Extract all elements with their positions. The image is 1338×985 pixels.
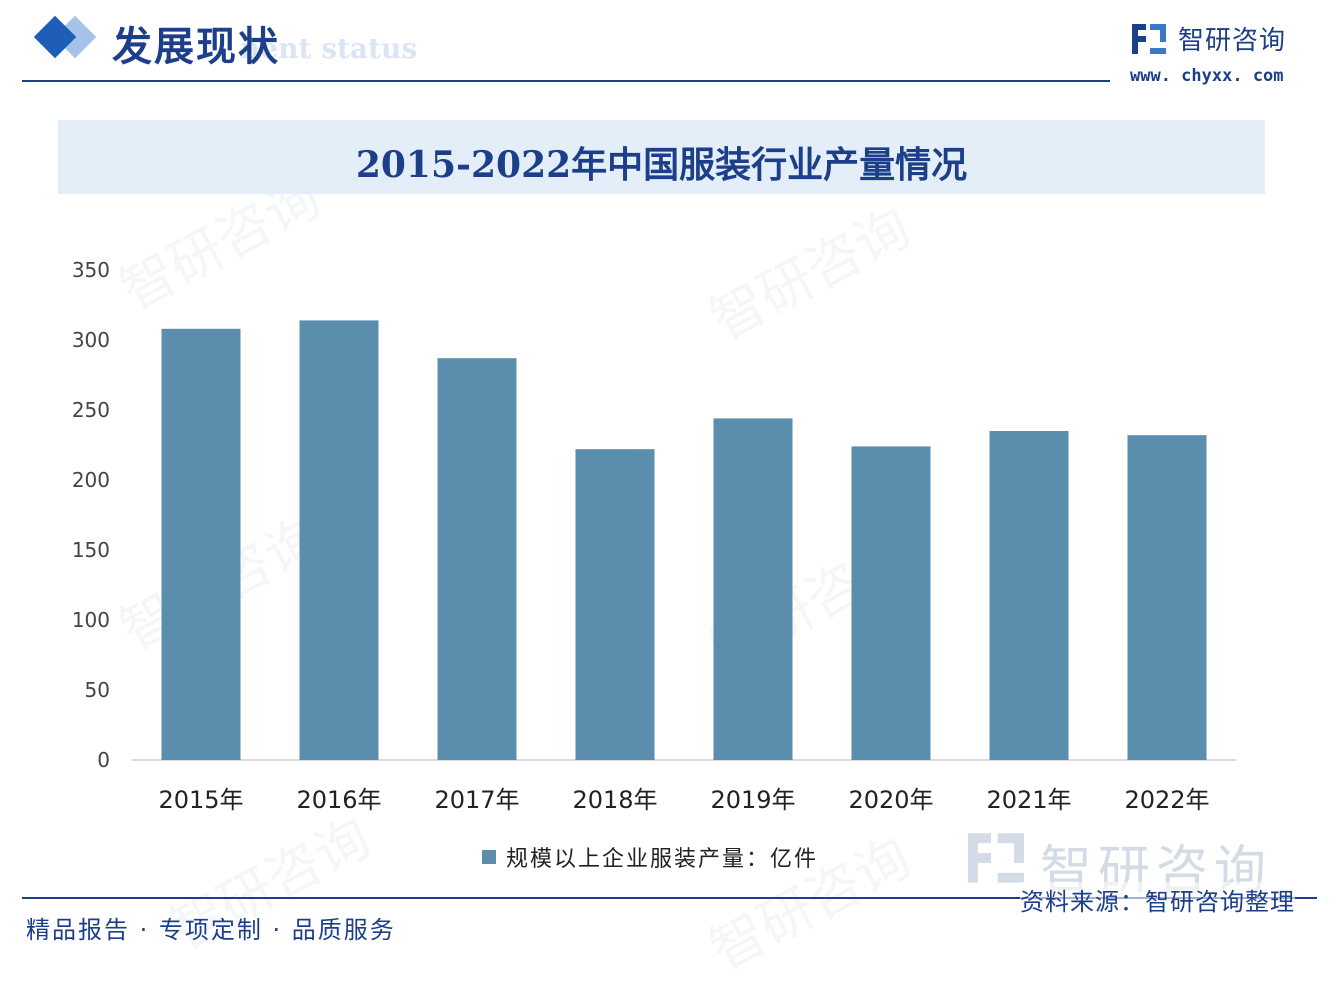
bar [989,431,1069,760]
bar [299,320,379,760]
section-subtitle: nent status [240,32,418,65]
footer-divider [22,897,1317,899]
chart-legend: 规模以上企业服装产量：亿件 [482,842,818,872]
brand-name: 智研咨询 [1178,26,1287,56]
bar [161,328,241,760]
section-title: 发展现状 [112,23,280,70]
y-tick-label: 150 [72,538,110,562]
y-tick-label: 300 [72,328,110,352]
bar [851,446,931,760]
x-tick-label: 2015年 [158,786,243,814]
x-tick-label: 2016年 [296,786,381,814]
y-tick-label: 0 [97,748,110,772]
bar [1127,435,1207,760]
x-tick-label: 2022年 [1124,786,1209,814]
y-tick-label: 50 [85,678,110,702]
x-axis: 2015年 2016年 2017年 2018年 2019年 2020年 2021年 2022年 [158,786,1209,814]
x-tick-label: 2018年 [572,786,657,814]
chart-title-band [58,120,1265,194]
x-tick-label: 2017年 [434,786,519,814]
y-tick-label: 100 [72,608,110,632]
bar [713,418,793,760]
bar-series [161,320,1207,760]
legend-label: 规模以上企业服装产量：亿件 [506,847,819,872]
legend-swatch [482,850,496,864]
x-tick-label: 2019年 [710,786,795,814]
page-header: nent status 发展现状 智研咨询 www. chyxx. com [0,0,1338,90]
y-tick-label: 200 [72,468,110,492]
brand-url[interactable]: www. chyxx. com [1130,66,1284,86]
y-tick-label: 250 [72,398,110,422]
source-note: 资料来源：智研咨询整理 [1020,882,1295,917]
y-tick-label: 350 [72,258,110,282]
header-divider [22,80,1110,82]
y-axis: 0 50 100 150 200 250 300 350 [72,258,110,772]
x-tick-label: 2021年 [986,786,1071,814]
chyxx-logo-watermark-icon [968,833,1024,883]
bar [437,358,517,760]
chyxx-logo-icon [1132,24,1166,54]
x-tick-label: 2020年 [848,786,933,814]
chart-title: 2015-2022年中国服装行业产量情况 [355,144,968,186]
footer-tagline: 精品报告 · 专项定制 · 品质服务 [26,916,396,944]
bar [575,449,655,760]
